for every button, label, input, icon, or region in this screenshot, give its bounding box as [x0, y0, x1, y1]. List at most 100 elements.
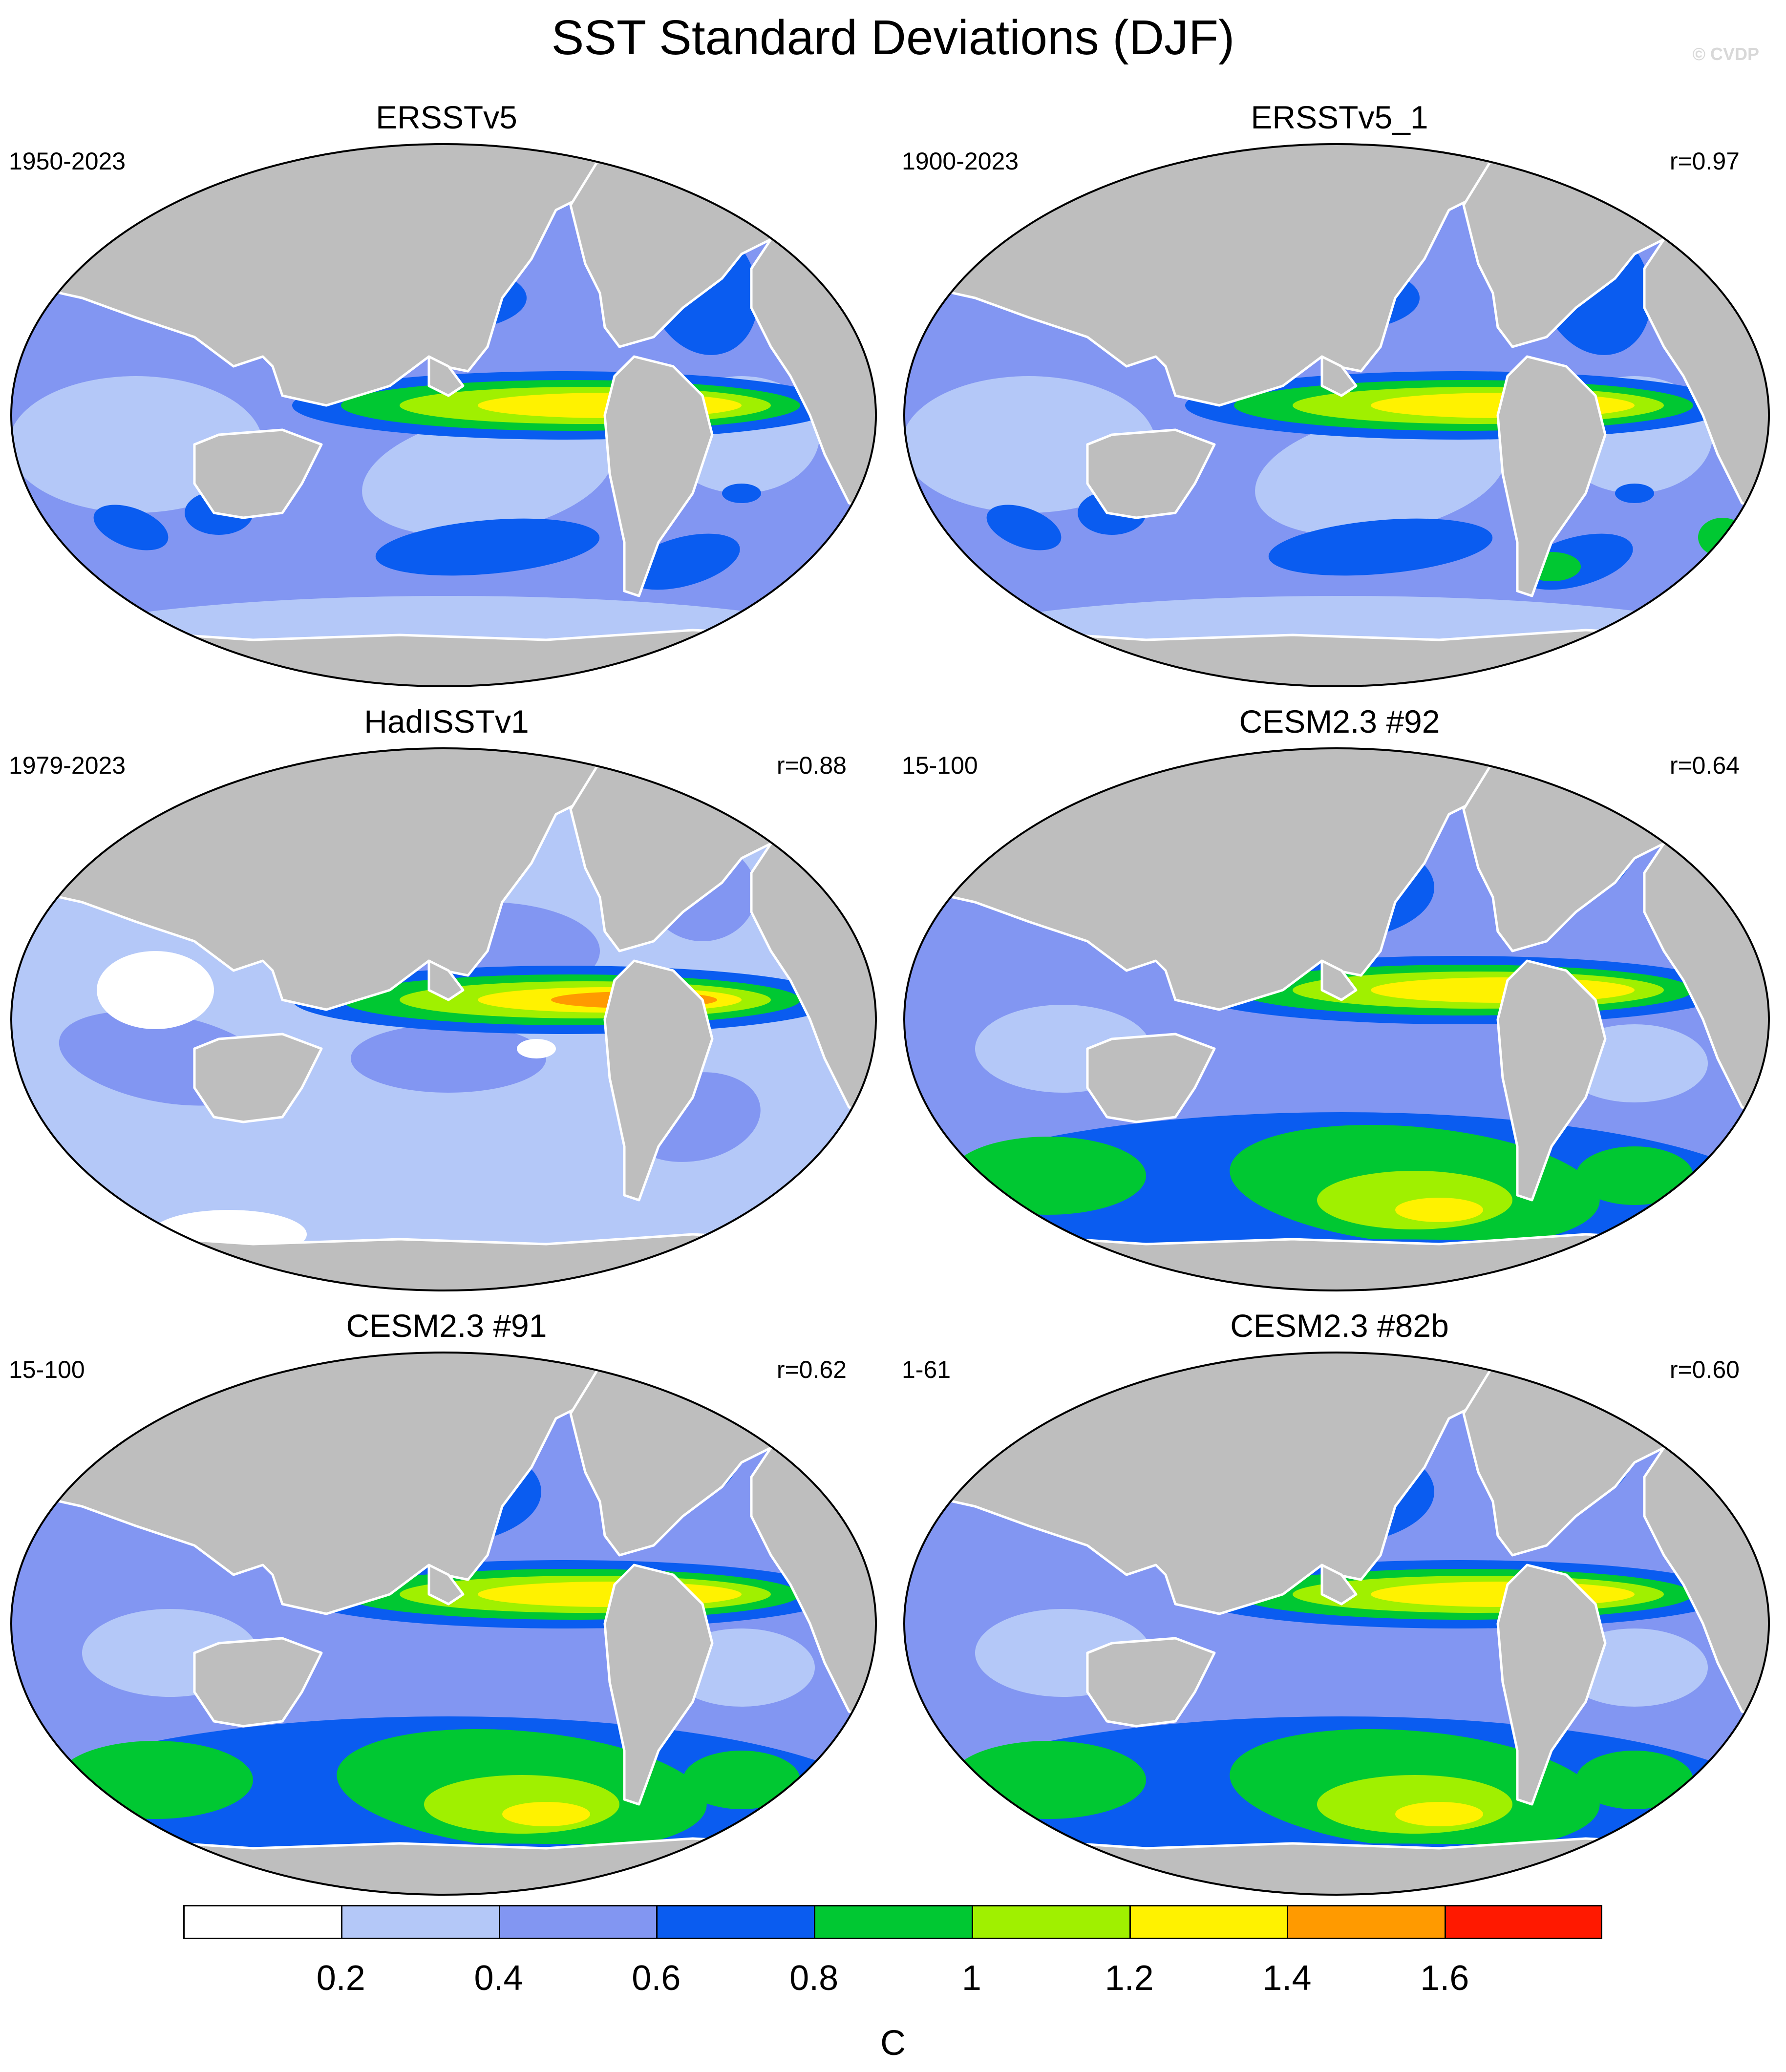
colorbar-tick-label: 1.4	[1262, 1959, 1312, 1998]
sst-contour	[1576, 1751, 1693, 1809]
sst-contour	[683, 1751, 800, 1809]
panel-correlation: r=0.88	[776, 752, 847, 779]
land-south-america	[603, 959, 714, 1202]
land-greenland	[725, 174, 792, 216]
sst-contour	[1395, 1802, 1483, 1826]
land-greenland	[725, 779, 792, 821]
land-south-america	[1496, 1564, 1607, 1806]
land-indonesia	[427, 355, 465, 397]
world-map	[10, 143, 877, 687]
watermark: © CVDP	[1692, 44, 1759, 64]
globe-outline	[903, 747, 1770, 1291]
land-south-america	[1496, 355, 1607, 597]
panel-period: 1-61	[902, 1356, 951, 1383]
colorbar-tick-label: 0.6	[632, 1959, 681, 1998]
land-south-america	[603, 1564, 714, 1806]
sst-contour	[93, 505, 169, 550]
land-australia	[193, 428, 323, 519]
sst-contour	[517, 1039, 556, 1058]
panel-title: ERSSTv5_1	[1251, 99, 1428, 135]
colorbar-tick-label: 0.4	[474, 1959, 523, 1998]
map-panel-hadisstv1: HadISSTv1 1979-2023 r=0.88	[0, 604, 893, 1291]
panel-period: 1900-2023	[902, 148, 1019, 175]
land-south-america	[1496, 959, 1607, 1202]
map-panel-ersstv5-1: ERSSTv5_1 1900-2023 r=0.97	[893, 0, 1786, 687]
panel-correlation: r=0.97	[1669, 148, 1740, 175]
colorbar-tick-label: 0.8	[789, 1959, 839, 1998]
world-map	[10, 1352, 877, 1896]
colorbar-unit-label: C	[880, 2024, 906, 2063]
sst-contour	[375, 518, 600, 576]
colorbar-tick-label: 0.2	[316, 1959, 365, 1998]
world-map	[10, 747, 877, 1291]
colorbar-tick-label: 1.6	[1420, 1959, 1469, 1998]
land-south-america	[603, 355, 714, 597]
globe-outline	[903, 1352, 1770, 1896]
sst-contour	[951, 1137, 1146, 1215]
world-map	[903, 747, 1770, 1291]
land-antarctica	[904, 1837, 1769, 1895]
land-australia	[193, 1637, 323, 1728]
sst-contour	[351, 1024, 546, 1093]
land-indonesia	[1320, 959, 1358, 1001]
panel-title: HadISSTv1	[364, 703, 529, 740]
colorbar-swatch	[1287, 1905, 1446, 1939]
sst-contour	[1395, 1198, 1483, 1222]
sst-contour	[58, 1741, 253, 1819]
panel-correlation: r=0.62	[776, 1356, 847, 1383]
colorbar-tick-label: 1	[961, 1959, 981, 1998]
main-title: SST Standard Deviations (DJF)	[551, 10, 1235, 65]
colorbar-swatch	[656, 1905, 816, 1939]
sst-contour	[97, 951, 214, 1029]
colorbar-swatch	[971, 1905, 1131, 1939]
panel-title: CESM2.3 #92	[1239, 703, 1440, 740]
land-indonesia	[427, 1564, 465, 1606]
globe-outline	[10, 143, 877, 687]
world-map	[903, 143, 1770, 687]
map-panel-cesm2-3-91: CESM2.3 #91 15-100 r=0.62	[0, 1208, 893, 1896]
panel-correlation: r=0.64	[1669, 752, 1740, 779]
map-panel-cesm2-3-92: CESM2.3 #92 15-100 r=0.64	[893, 604, 1786, 1291]
land-indonesia	[427, 959, 465, 1001]
panel-period: 1979-2023	[9, 752, 126, 779]
panel-period: 15-100	[9, 1356, 85, 1383]
land-greenland	[1618, 779, 1685, 821]
map-panel-ersstv5: ERSSTv5 1950-2023	[0, 0, 893, 687]
land-indonesia	[1320, 1564, 1358, 1606]
globe-outline	[10, 747, 877, 1291]
land-indonesia	[1320, 355, 1358, 397]
colorbar-tick-label: 1.2	[1105, 1959, 1154, 1998]
land-australia	[1086, 1637, 1216, 1728]
sst-contour	[986, 505, 1062, 550]
land-greenland	[725, 1383, 792, 1425]
colorbar-swatch	[1129, 1905, 1289, 1939]
sst-contour	[502, 1802, 590, 1826]
panel-period: 1950-2023	[9, 148, 126, 175]
colorbar-swatch	[1445, 1905, 1602, 1939]
colorbar-swatch	[498, 1905, 658, 1939]
globe-outline	[903, 143, 1770, 687]
land-greenland	[1618, 1383, 1685, 1425]
panel-correlation: r=0.60	[1669, 1356, 1740, 1383]
land-australia	[193, 1033, 323, 1123]
sst-contour	[1268, 518, 1493, 576]
sst-contour	[362, 412, 613, 536]
sst-contour	[1255, 412, 1506, 536]
land-antarctica	[11, 1837, 876, 1895]
land-australia	[1086, 1033, 1216, 1123]
colorbar-swatch	[340, 1905, 500, 1939]
world-map	[903, 1352, 1770, 1896]
panel-period: 15-100	[902, 752, 978, 779]
map-panel-cesm2-3-82b: CESM2.3 #82b 1-61 r=0.60	[893, 1208, 1786, 1896]
sst-contour	[722, 484, 761, 503]
colorbar-swatch	[814, 1905, 973, 1939]
panel-title: CESM2.3 #82b	[1230, 1308, 1449, 1344]
sst-contour	[951, 1741, 1146, 1819]
sst-contour	[1576, 1146, 1693, 1205]
panel-title: CESM2.3 #91	[346, 1308, 547, 1344]
panel-title: ERSSTv5	[376, 99, 517, 135]
sst-contour	[1615, 484, 1654, 503]
colorbar	[183, 1905, 1602, 1939]
globe-outline	[10, 1352, 877, 1896]
land-greenland	[1618, 174, 1685, 216]
